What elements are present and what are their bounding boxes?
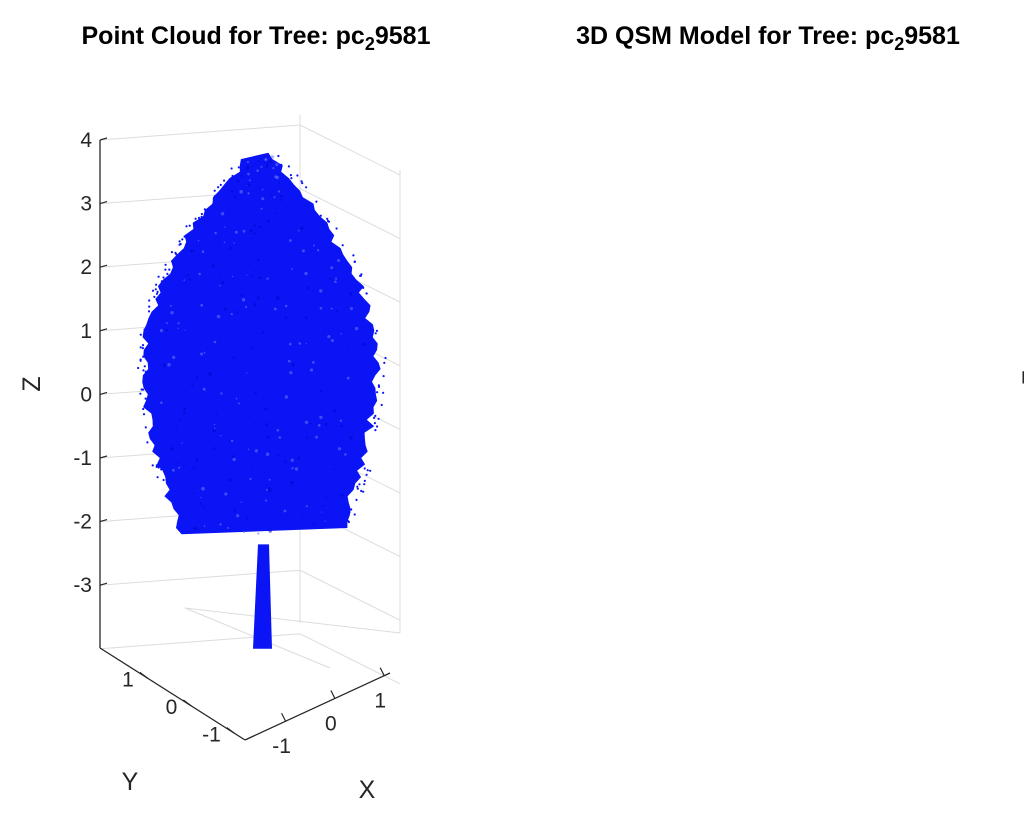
chart-title: Point Cloud for Tree: pc29581 [81,22,431,54]
z-axis-label: Z [1018,370,1024,385]
z-tick-label: -2 [73,511,92,534]
point-cloud-plot: 4 3 2 1 0 -1 -2 -3 1 0 -1 -1 0 1 Z Y X [18,115,401,804]
chart-title: 3D QSM Model for Tree: pc29581 [576,22,960,54]
crown-texture [137,154,387,535]
x-axis-label: X [359,776,376,804]
z-tick-label: 1 [80,320,92,343]
z-tick-label: 3 [80,193,92,216]
z-tick-label: 0 [80,383,92,406]
point-cloud-tree [137,152,387,649]
z-tick-label: -3 [73,574,92,597]
z-tick-label: 2 [80,256,92,279]
y-tick-label: -1 [202,724,221,747]
axes: 4 3 2 1 0 -1 -2 -3 1 0 -1 -1 0 1 Z Y X [18,129,391,804]
x-tick-label: 0 [325,712,337,735]
point-cloud-panel: Point Cloud for Tree: pc29581 4 3 2 1 0 -1 -2 -… [18,22,431,804]
y-tick-label: 1 [122,668,134,691]
y-axis-label: Y [122,768,139,796]
z-tick-label: 4 [80,129,92,152]
trunk-points [253,544,272,649]
z-axis-label: Z [18,376,46,391]
x-tick-label: 1 [374,690,386,713]
x-tick-label: -1 [272,735,291,758]
crown-points [142,152,381,535]
y-tick-label: 0 [166,696,178,719]
qsm-model-panel: 3D QSM Model for Tree: pc29581 43210-1-2… [512,0,1024,817]
z-tick-label: -1 [73,447,92,470]
